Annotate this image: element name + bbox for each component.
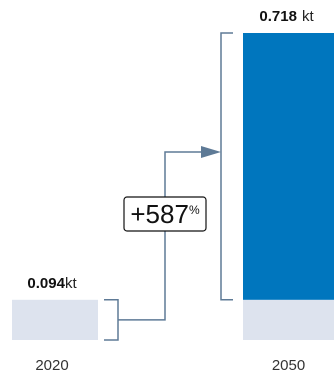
bar-2050-base-segment [243, 299, 334, 340]
change-suffix: % [189, 203, 200, 217]
value-label-2020: 0.094kt [27, 275, 77, 292]
bar-2050-growth-segment [243, 33, 334, 300]
change-label-box [123, 196, 207, 232]
growth-arrowhead [201, 146, 221, 158]
bar-2020 [12, 299, 98, 340]
tick-label-2020: 2020 [35, 357, 68, 374]
tick-label-2050: 2050 [272, 357, 305, 374]
bracket-2050-growth [220, 32, 233, 301]
value-label-2050: 0.718 kt [259, 8, 314, 25]
growth-connector-line [130, 151, 205, 321]
value-2050: 0.718 [259, 8, 297, 25]
unit-2020: kt [65, 275, 78, 292]
value-2020: 0.094 [27, 275, 65, 292]
change-value: +587 [130, 199, 189, 229]
bracket-2020 [104, 299, 130, 341]
change-label: +587% [130, 199, 200, 229]
unit-2050: kt [302, 8, 315, 25]
